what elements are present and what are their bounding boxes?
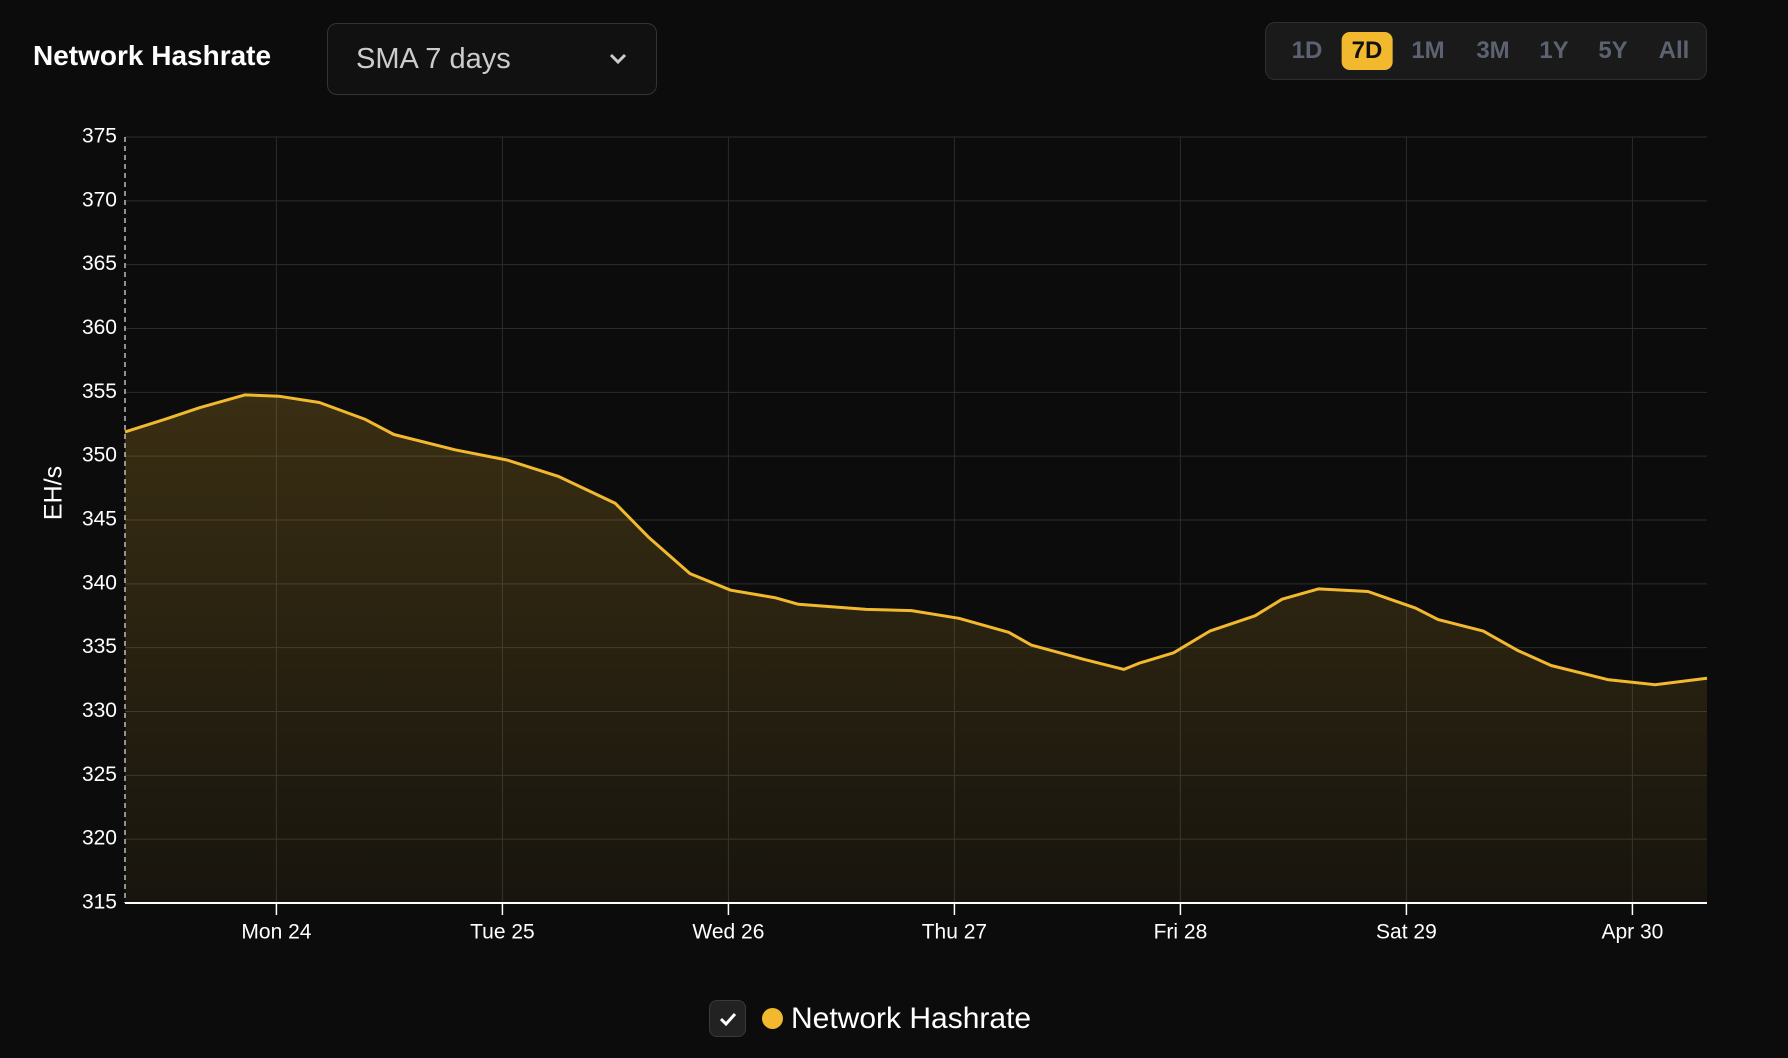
chevron-icon [609, 53, 627, 65]
legend-checkbox[interactable] [709, 1000, 746, 1037]
x-tick-label: Fri 28 [1154, 921, 1208, 944]
y-tick-label: 360 [82, 316, 117, 339]
sma-dropdown[interactable]: SMA 7 days [327, 23, 657, 95]
range-button[interactable]: 1M [1411, 37, 1445, 64]
x-tick-label: Mon 24 [241, 921, 311, 944]
y-tick-label: 320 [82, 827, 117, 850]
range-button[interactable]: 1D [1291, 37, 1323, 64]
y-axis-label: EH/s [40, 466, 68, 520]
x-tick-label: Sat 29 [1376, 921, 1437, 944]
y-tick-label: 340 [82, 571, 117, 594]
area-fill [125, 394, 1707, 903]
dropdown-label: SMA 7 days [356, 42, 511, 75]
y-tick-label: 315 [82, 891, 117, 914]
range-button[interactable]: 7D [1341, 32, 1393, 70]
page-title: Network Hashrate [33, 40, 272, 71]
range-selector: 1D 7D 1M 3M 1Y 5Y All [1265, 22, 1707, 80]
range-button[interactable]: 3M [1476, 37, 1510, 64]
y-tick-label: 375 [82, 125, 117, 148]
y-tick-label: 330 [82, 699, 117, 722]
range-button[interactable]: 1Y [1539, 37, 1569, 64]
y-tick-label: 325 [82, 763, 117, 786]
legend-label: Network Hashrate [791, 1001, 1032, 1035]
x-tick-label: Thu 27 [922, 921, 987, 944]
range-button[interactable]: All [1658, 37, 1690, 64]
y-tick-label: 345 [82, 508, 117, 531]
y-tick-label: 335 [82, 635, 117, 658]
x-tick-label: Wed 26 [692, 921, 764, 944]
x-tick-label: Tue 25 [470, 921, 535, 944]
y-tick-label: 355 [82, 380, 117, 403]
legend-swatch [762, 1008, 783, 1029]
check-icon [719, 1012, 736, 1026]
y-tick-label: 350 [82, 444, 117, 467]
series-line [124, 393, 1708, 687]
legend: Network Hashrate [709, 1000, 1031, 1037]
range-button[interactable]: 5Y [1598, 37, 1628, 64]
y-tick-label: 370 [82, 188, 117, 211]
x-tick-label: Apr 30 [1601, 921, 1663, 944]
y-tick-label: 365 [82, 252, 117, 275]
